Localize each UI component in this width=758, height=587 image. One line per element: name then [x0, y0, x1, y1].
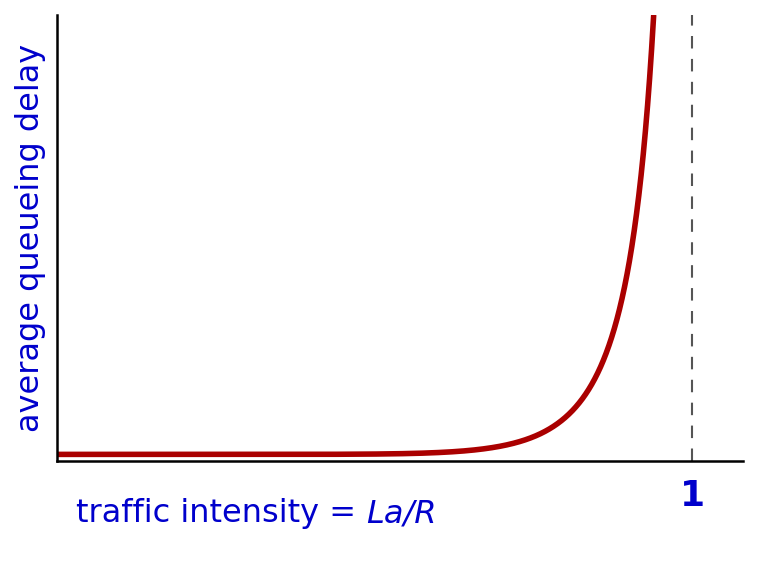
Y-axis label: average queueing delay: average queueing delay: [15, 44, 46, 432]
Text: La/R: La/R: [366, 498, 437, 529]
Text: traffic intensity =: traffic intensity =: [76, 498, 366, 529]
Text: 1: 1: [680, 480, 705, 514]
